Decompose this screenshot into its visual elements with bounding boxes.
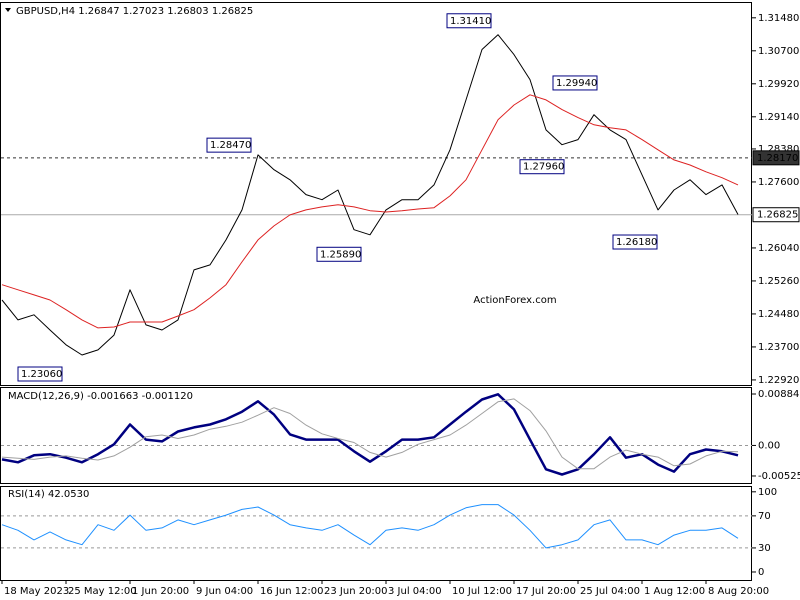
y-tick-label: 1.31480 bbox=[758, 13, 799, 24]
annotation-box bbox=[519, 159, 565, 175]
level-label: 1.26825 bbox=[757, 210, 798, 221]
x-tick-label: 23 Jun 20:00 bbox=[324, 586, 388, 597]
y-tick-label: 1.22920 bbox=[758, 375, 799, 386]
price-panel bbox=[0, 2, 752, 386]
panel-title: RSI(14) 42.0530 bbox=[8, 489, 89, 500]
series-line bbox=[1, 393, 739, 476]
annotation-box bbox=[17, 366, 63, 382]
annotation-label: 1.31410 bbox=[450, 16, 491, 27]
y-tick-label: 1.23700 bbox=[758, 342, 799, 353]
y-tick-label: -0.005252 bbox=[758, 471, 800, 482]
annotation-label: 1.28470 bbox=[210, 140, 251, 151]
series-line bbox=[1, 94, 739, 329]
y-tick-label: 1.24480 bbox=[758, 309, 799, 320]
panel-title: GBPUSD,H4 1.26847 1.27023 1.26803 1.2682… bbox=[16, 6, 253, 17]
annotation-box bbox=[206, 137, 252, 153]
x-tick-label: 25 Jul 04:00 bbox=[580, 586, 640, 597]
y-tick-label: 0 bbox=[758, 567, 764, 578]
level-label-box bbox=[752, 207, 800, 223]
annotation-label: 1.29940 bbox=[556, 78, 597, 89]
annotation-box bbox=[316, 246, 362, 262]
series-line bbox=[1, 398, 739, 470]
y-tick-label: 1.26040 bbox=[758, 243, 799, 254]
rsi-panel bbox=[0, 486, 752, 581]
y-tick-label: 0.00 bbox=[758, 440, 780, 451]
y-tick-label: 1.28380 bbox=[758, 144, 799, 155]
macd-panel bbox=[0, 387, 752, 484]
y-tick-label: 0.008846 bbox=[758, 389, 800, 400]
x-tick-label: 1 Aug 12:00 bbox=[644, 586, 705, 597]
y-tick-label: 1.29920 bbox=[758, 79, 799, 90]
y-tick-label: 100 bbox=[758, 487, 777, 498]
annotation-label: 1.27960 bbox=[523, 162, 564, 173]
panel-title: MACD(12,26,9) -0.001663 -0.001120 bbox=[8, 391, 193, 402]
x-tick-label: 10 Jul 12:00 bbox=[452, 586, 512, 597]
x-tick-label: 18 May 2023 bbox=[4, 586, 69, 597]
annotation-label: 1.26180 bbox=[616, 237, 657, 248]
y-tick-label: 1.25260 bbox=[758, 276, 799, 287]
y-tick-label: 1.30700 bbox=[758, 46, 799, 57]
x-tick-label: 17 Jul 20:00 bbox=[516, 586, 576, 597]
x-tick-label: 9 Jun 04:00 bbox=[196, 586, 253, 597]
x-tick-label: 16 Jun 12:00 bbox=[260, 586, 324, 597]
x-tick-label: 1 Jun 20:00 bbox=[132, 586, 189, 597]
level-label-box bbox=[752, 150, 800, 166]
y-tick-label: 1.27600 bbox=[758, 177, 799, 188]
x-tick-label: 25 May 12:00 bbox=[68, 586, 137, 597]
watermark: ActionForex.com bbox=[473, 295, 556, 306]
menu-arrow bbox=[5, 8, 11, 12]
y-tick-label: 1.29140 bbox=[758, 112, 799, 123]
y-tick-label: 30 bbox=[758, 543, 771, 554]
annotation-label: 1.23060 bbox=[21, 369, 62, 380]
level-label: 1.28170 bbox=[757, 153, 798, 164]
y-tick-label: 70 bbox=[758, 511, 771, 522]
annotation-box bbox=[446, 13, 492, 29]
x-tick-label: 3 Jul 04:00 bbox=[388, 586, 442, 597]
annotation-box bbox=[552, 75, 598, 91]
annotation-box bbox=[612, 234, 658, 250]
x-tick-label: 8 Aug 20:00 bbox=[708, 586, 769, 597]
series-line bbox=[1, 504, 739, 549]
series-line bbox=[1, 34, 739, 356]
annotation-label: 1.25890 bbox=[320, 249, 361, 260]
